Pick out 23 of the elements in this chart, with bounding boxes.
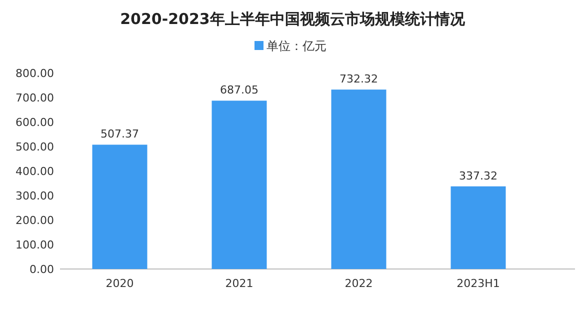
x-tick-label: 2021 — [225, 277, 254, 290]
y-tick-label: 700.00 — [16, 92, 54, 104]
y-tick-label: 100.00 — [16, 238, 54, 252]
y-tick-label: 200.00 — [16, 214, 54, 227]
data-label: 732.32 — [340, 72, 378, 86]
data-label: 687.05 — [220, 84, 258, 97]
y-tick-label: 300.00 — [16, 190, 54, 202]
x-tick-label: 2022 — [344, 277, 373, 290]
y-tick-label: 500.00 — [16, 140, 54, 154]
data-label: 507.37 — [100, 128, 139, 141]
data-label: 337.32 — [459, 169, 498, 182]
legend-label: 单位：亿元 — [266, 39, 326, 53]
chart-title: 2020-2023年上半年中国视频云市场规模统计情况 — [120, 10, 466, 28]
bar — [331, 90, 386, 269]
y-tick-label: 800.00 — [16, 67, 54, 80]
y-tick-label: 400.00 — [16, 165, 54, 178]
bar — [92, 144, 148, 269]
x-tick-label: 2023H1 — [456, 277, 500, 290]
bar — [212, 100, 267, 269]
y-tick-label: 600.00 — [16, 116, 54, 129]
bar — [450, 186, 506, 269]
x-tick-label: 2020 — [106, 277, 134, 290]
y-tick-label: 0.00 — [30, 263, 54, 276]
